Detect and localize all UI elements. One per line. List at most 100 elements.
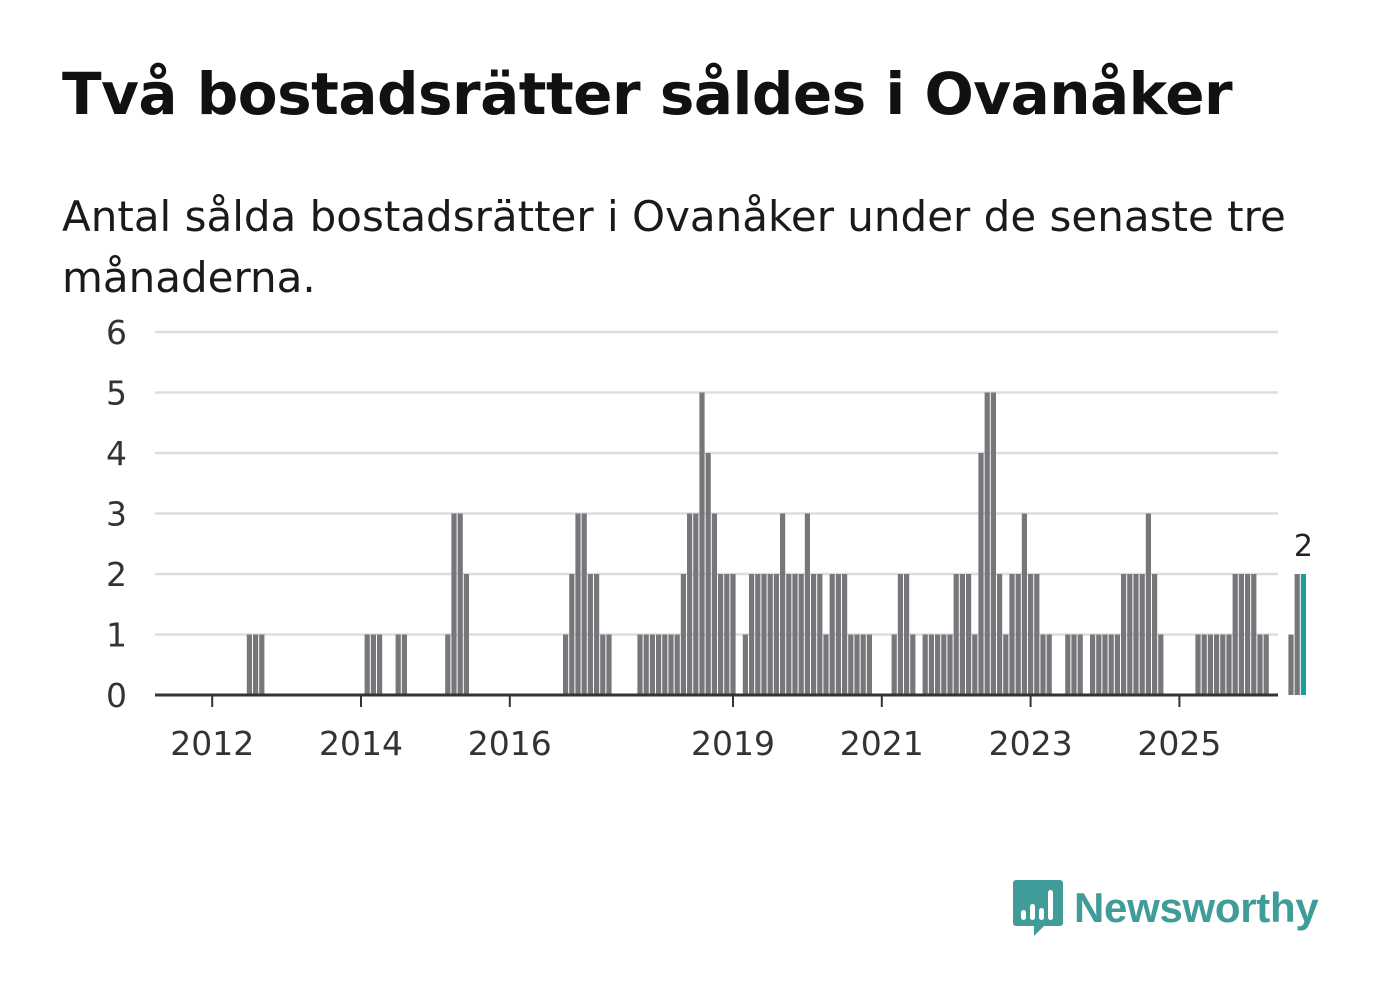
bar: [587, 574, 593, 695]
bar: [829, 574, 835, 695]
bar: [259, 634, 265, 695]
bar-chart: 0 1 2 3 4 5 6 2012 2014 2016 2019 2021 2023 2025 2: [106, 313, 1313, 763]
bar: [699, 392, 705, 695]
bar: [705, 453, 711, 695]
bar: [1195, 634, 1201, 695]
bar: [972, 634, 978, 695]
bar: [817, 574, 823, 695]
bar: [1251, 574, 1257, 695]
bars: [246, 392, 1306, 695]
bar: [990, 392, 996, 695]
bar: [755, 574, 761, 695]
chart-subtitle: Antal sålda bostadsrätter i Ovanåker und…: [62, 192, 1286, 302]
bar: [674, 634, 680, 695]
bar: [749, 574, 755, 695]
y-tick-label: 3: [106, 495, 127, 534]
bar: [1232, 574, 1238, 695]
y-tick-label: 0: [106, 676, 127, 715]
bar: [848, 634, 854, 695]
bar: [928, 634, 934, 695]
bar: [1145, 513, 1151, 695]
bar: [904, 574, 910, 695]
bar: [786, 574, 792, 695]
bar: [1245, 574, 1251, 695]
bar: [1201, 634, 1207, 695]
bar: [1040, 634, 1046, 695]
bar: [1090, 634, 1096, 695]
bar: [842, 574, 848, 695]
bar: [364, 634, 370, 695]
bar: [959, 574, 965, 695]
bar: [997, 574, 1003, 695]
bar: [1071, 634, 1077, 695]
bar: [1220, 634, 1226, 695]
bar-chart-speech-bubble-icon: [1013, 880, 1063, 936]
bar: [1021, 513, 1027, 695]
bar: [811, 574, 817, 695]
bar: [947, 634, 953, 695]
bar-highlight: [1300, 574, 1306, 695]
bar: [1226, 634, 1232, 695]
bar: [693, 513, 699, 695]
bar: [1294, 574, 1300, 695]
bar: [1009, 574, 1015, 695]
bar: [724, 574, 730, 695]
y-tick-label: 2: [106, 555, 127, 594]
bar: [897, 574, 903, 695]
bar: [1065, 634, 1071, 695]
bar: [457, 513, 463, 695]
bar: [370, 634, 376, 695]
bar: [761, 574, 767, 695]
bar: [401, 634, 407, 695]
bar: [854, 634, 860, 695]
bar: [742, 634, 748, 695]
bar: [922, 634, 928, 695]
bar: [1263, 634, 1269, 695]
bar: [780, 513, 786, 695]
bar: [594, 574, 600, 695]
bar: [891, 634, 897, 695]
bar: [1108, 634, 1114, 695]
bar: [600, 634, 606, 695]
data-labels: 2: [1294, 529, 1313, 564]
bar: [835, 574, 841, 695]
bar: [1288, 634, 1294, 695]
bar: [395, 634, 401, 695]
x-tick-label: 2023: [989, 724, 1073, 763]
y-tick-label: 4: [106, 434, 127, 473]
bar: [463, 574, 469, 695]
bar: [1102, 634, 1108, 695]
x-tick-label: 2025: [1137, 724, 1221, 763]
bar: [1096, 634, 1102, 695]
bar: [656, 634, 662, 695]
brand-name: Newsworthy: [1074, 884, 1319, 931]
y-tick-label: 5: [106, 374, 127, 413]
bar: [1207, 634, 1213, 695]
x-tick-label: 2014: [319, 724, 403, 763]
bar: [1158, 634, 1164, 695]
y-tick-label: 6: [106, 313, 127, 352]
bar: [1257, 634, 1263, 695]
chart-title: Två bostadsrätter såldes i Ovanåker: [62, 60, 1233, 128]
bar: [563, 634, 569, 695]
x-axis-ticks: 2012 2014 2016 2019 2021 2023 2025: [170, 695, 1221, 763]
bar: [966, 574, 972, 695]
bar: [1127, 574, 1133, 695]
bar: [1015, 574, 1021, 695]
bar: [984, 392, 990, 695]
bar: [1139, 574, 1145, 695]
bar: [649, 634, 655, 695]
bar: [804, 513, 810, 695]
bar: [687, 513, 693, 695]
bar: [941, 634, 947, 695]
bar: [377, 634, 383, 695]
bar: [1133, 574, 1139, 695]
bar: [910, 634, 916, 695]
bar: [253, 634, 259, 695]
bar: [680, 574, 686, 695]
bar: [1238, 574, 1244, 695]
bar: [1121, 574, 1127, 695]
bar: [1114, 634, 1120, 695]
bar: [860, 634, 866, 695]
bar: [1214, 634, 1220, 695]
